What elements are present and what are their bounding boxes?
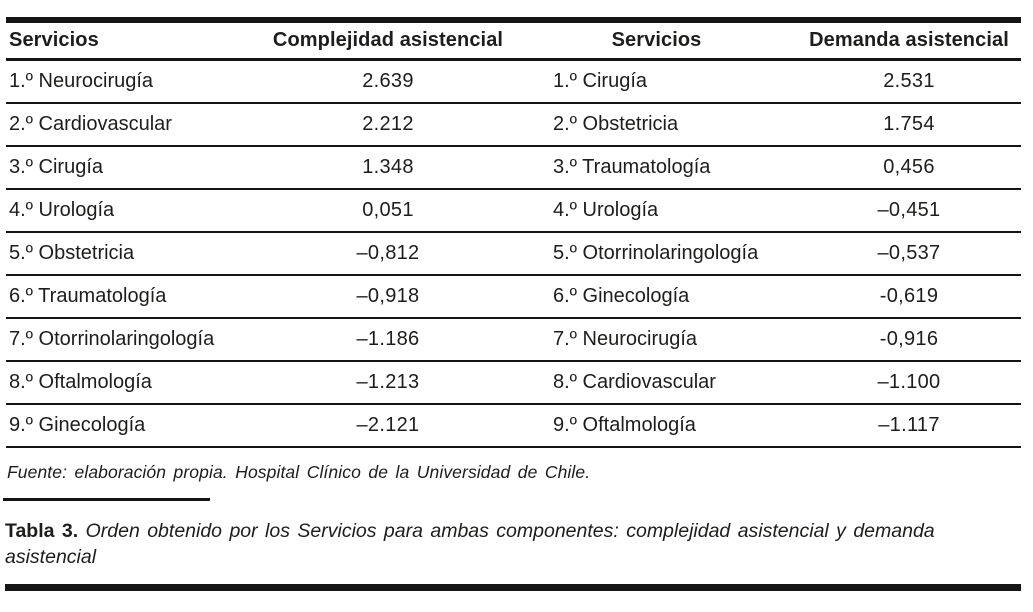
table-row: 1.º Neurocirugía 2.639 1.º Cirugía 2.531	[6, 61, 1021, 104]
complejidad-value: –0,812	[356, 242, 420, 264]
demanda-value: -0,916	[879, 328, 939, 350]
header-demanda-asistencial: Demanda asistencial	[809, 29, 1009, 51]
demanda-value: –1.117	[878, 414, 940, 436]
service-name-right: 9.º Oftalmología	[553, 414, 696, 436]
table-row: 9.º Ginecología –2.121 9.º Oftalmología …	[6, 405, 1021, 448]
demanda-value: –0,451	[877, 199, 941, 221]
demanda-value: –1.100	[877, 371, 941, 393]
table-row: 3.º Cirugía 1.348 3.º Traumatología 0,45…	[6, 147, 1021, 190]
caption-text: Orden obtenido por los Servicios para am…	[5, 520, 935, 568]
service-name-right: 3.º Traumatología	[553, 156, 711, 178]
demanda-value: 2.531	[883, 70, 935, 92]
tabla-3-table: Servicios Complejidad asistencial Servic…	[6, 17, 1021, 448]
service-name-left: 4.º Urología	[9, 199, 115, 221]
service-name-right: 8.º Cardiovascular	[553, 371, 716, 393]
caption-label: Tabla 3.	[5, 520, 79, 542]
demanda-value: 1.754	[883, 113, 935, 135]
service-name-right: 5.º Otorrinolaringología	[553, 242, 759, 264]
service-name-right: 4.º Urología	[553, 199, 659, 221]
complejidad-value: –0,918	[356, 285, 420, 307]
service-name-left: 3.º Cirugía	[9, 156, 104, 178]
table-row: 5.º Obstetricia –0,812 5.º Otorrinolarin…	[6, 233, 1021, 276]
source-footnote: Fuente: elaboración propia. Hospital Clí…	[7, 462, 591, 482]
complejidad-value: –2.121	[356, 414, 420, 436]
service-name-right: 7.º Neurocirugía	[553, 328, 698, 350]
table-row: 6.º Traumatología –0,918 6.º Ginecología…	[6, 276, 1021, 319]
header-complejidad-asistencial: Complejidad asistencial	[272, 29, 504, 51]
service-name-left: 8.º Oftalmología	[9, 371, 152, 393]
demanda-value: 0,456	[883, 156, 935, 178]
service-name-right: 1.º Cirugía	[553, 70, 648, 92]
table-figure: Servicios Complejidad asistencial Servic…	[3, 17, 1021, 591]
service-name-left: 5.º Obstetricia	[9, 242, 135, 264]
bottom-rule	[5, 584, 1021, 591]
demanda-value: -0,619	[879, 285, 939, 307]
complejidad-value: 2.212	[362, 113, 414, 135]
service-name-left: 6.º Traumatología	[9, 285, 167, 307]
footnote-rule	[3, 498, 210, 501]
table-row: 4.º Urología 0,051 4.º Urología –0,451	[6, 190, 1021, 233]
table-row: 2.º Cardiovascular 2.212 2.º Obstetricia…	[6, 104, 1021, 147]
header-servicios-left: Servicios	[9, 29, 99, 51]
table-row: 8.º Oftalmología –1.213 8.º Cardiovascul…	[6, 362, 1021, 405]
service-name-right: 2.º Obstetricia	[553, 113, 679, 135]
complejidad-value: 0,051	[362, 199, 414, 221]
demanda-value: –0,537	[877, 242, 941, 264]
table-row: 7.º Otorrinolaringología –1.186 7.º Neur…	[6, 319, 1021, 362]
service-name-left: 7.º Otorrinolaringología	[9, 328, 215, 350]
service-name-left: 1.º Neurocirugía	[9, 70, 154, 92]
header-servicios-right: Servicios	[611, 29, 702, 51]
service-name-left: 2.º Cardiovascular	[9, 113, 172, 135]
complejidad-value: 1.348	[362, 156, 414, 178]
service-name-left: 9.º Ginecología	[9, 414, 146, 436]
complejidad-value: –1.186	[356, 328, 420, 350]
service-name-right: 6.º Ginecología	[553, 285, 690, 307]
table-header-row: Servicios Complejidad asistencial Servic…	[6, 23, 1021, 61]
table-caption: Tabla 3. Orden obtenido por los Servicio…	[5, 518, 950, 570]
complejidad-value: 2.639	[362, 70, 414, 92]
complejidad-value: –1.213	[356, 371, 420, 393]
